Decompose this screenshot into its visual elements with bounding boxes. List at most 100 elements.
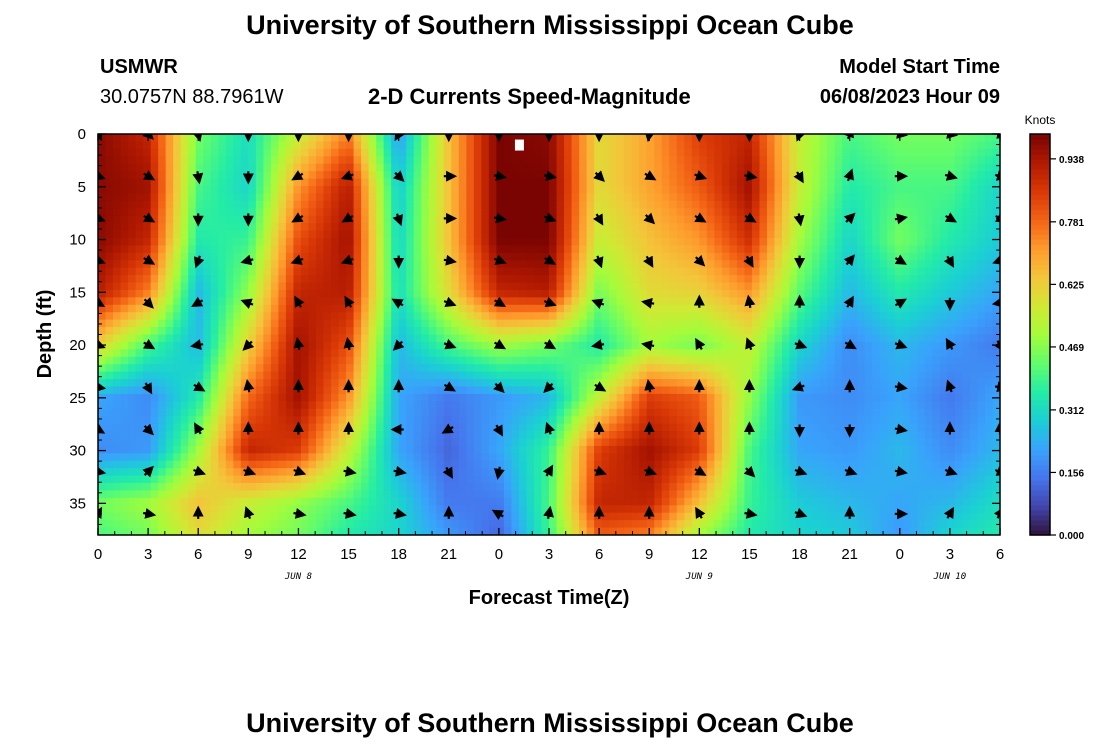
heatmap-cell [278,156,287,165]
heatmap-cell [706,237,715,246]
heatmap-cell [308,408,317,417]
heatmap-cell [564,237,573,246]
heatmap-cell [729,193,738,202]
heatmap-cell [879,341,888,350]
heatmap-cell [564,223,573,232]
heatmap-cell [601,408,610,417]
heatmap-cell [571,148,580,157]
heatmap-cell [511,438,520,447]
heatmap-cell [466,185,475,195]
heatmap-cell [564,200,573,209]
heatmap-cell [729,260,738,269]
heatmap-cell [872,163,881,172]
heatmap-cell [278,223,287,232]
heatmap-cell [421,275,430,284]
heatmap-cell [278,185,287,195]
heatmap-cell [714,401,723,410]
heatmap-cell [353,215,362,224]
heatmap-cell [932,297,941,306]
heatmap-cell [706,356,715,365]
heatmap-cell [263,156,272,165]
heatmap-cell [218,349,227,358]
heatmap-cell [466,230,475,239]
heatmap-cell [864,356,873,365]
heatmap-cell [872,386,881,395]
heatmap-cell [368,319,377,328]
heatmap-cell [849,319,858,328]
heatmap-cell [180,416,189,425]
heatmap-cell [315,327,325,336]
heatmap-cell [188,349,197,358]
heatmap-cell [661,408,670,417]
heatmap-cell [413,275,422,284]
heatmap-cell [203,267,212,276]
heatmap-cell [225,379,234,388]
heatmap-cell [857,386,866,395]
heatmap-cell [864,267,873,276]
heatmap-cell [135,334,144,343]
heatmap-cell [443,304,452,313]
heatmap-cell [691,386,700,395]
heatmap-cell [128,260,137,269]
heatmap-cell [917,431,926,440]
heatmap-cell [834,200,843,209]
heatmap-cell [421,163,430,172]
heatmap-cell [518,260,528,269]
heatmap-cell [188,185,197,195]
heatmap-cell [864,230,873,239]
heatmap-cell [864,297,873,306]
heatmap-cell [834,312,843,321]
heatmap-cell [225,371,234,380]
heatmap-cell [315,289,325,298]
heatmap-cell [556,252,565,261]
heatmap-cell [496,438,505,447]
heatmap-cell [932,134,941,143]
heatmap-cell [834,193,843,202]
heatmap-cell [774,275,783,284]
heatmap-cell [977,260,986,269]
heatmap-cell [421,312,430,321]
heatmap-cell [714,200,723,209]
heatmap-cell [624,134,633,143]
heatmap-cell [210,267,219,276]
heatmap-cell [248,371,257,380]
heatmap-cell [932,431,941,440]
heatmap-cell [293,148,302,157]
heatmap-cell [721,364,730,373]
heatmap-cell [909,297,918,306]
heatmap-cell [368,431,377,440]
heatmap-cell [128,386,137,395]
heatmap-cell [556,408,565,417]
heatmap-cell [819,171,828,180]
heatmap-cell [669,289,678,298]
heatmap-cell [736,260,746,269]
heatmap-cell [842,408,851,417]
heatmap-cell [376,215,385,224]
heatmap-cell [361,260,370,269]
heatmap-cell [601,185,610,195]
heatmap-cell [338,393,347,402]
heatmap-cell [376,349,385,358]
heatmap-cell [263,386,272,395]
heatmap-cell [481,215,490,224]
heatmap-cell [789,334,798,343]
heatmap-cell [315,245,325,254]
heatmap-cell [917,252,926,261]
heatmap-cell [556,416,565,425]
heatmap-cell [105,341,114,350]
heatmap-cell [466,193,475,202]
heatmap-cell [128,438,137,447]
heatmap-cell [894,364,903,373]
heatmap-cell [744,393,753,402]
heatmap-cell [954,393,964,402]
heatmap-cell [782,237,791,246]
heatmap-cell [564,171,573,180]
heatmap-cell [669,178,678,187]
heatmap-cell [639,141,648,150]
heatmap-cell [947,185,956,195]
heatmap-cell [503,304,513,313]
heatmap-cell [315,267,325,276]
heatmap-cell [240,163,249,172]
heatmap-cell [315,215,325,224]
heatmap-cell [98,148,107,157]
